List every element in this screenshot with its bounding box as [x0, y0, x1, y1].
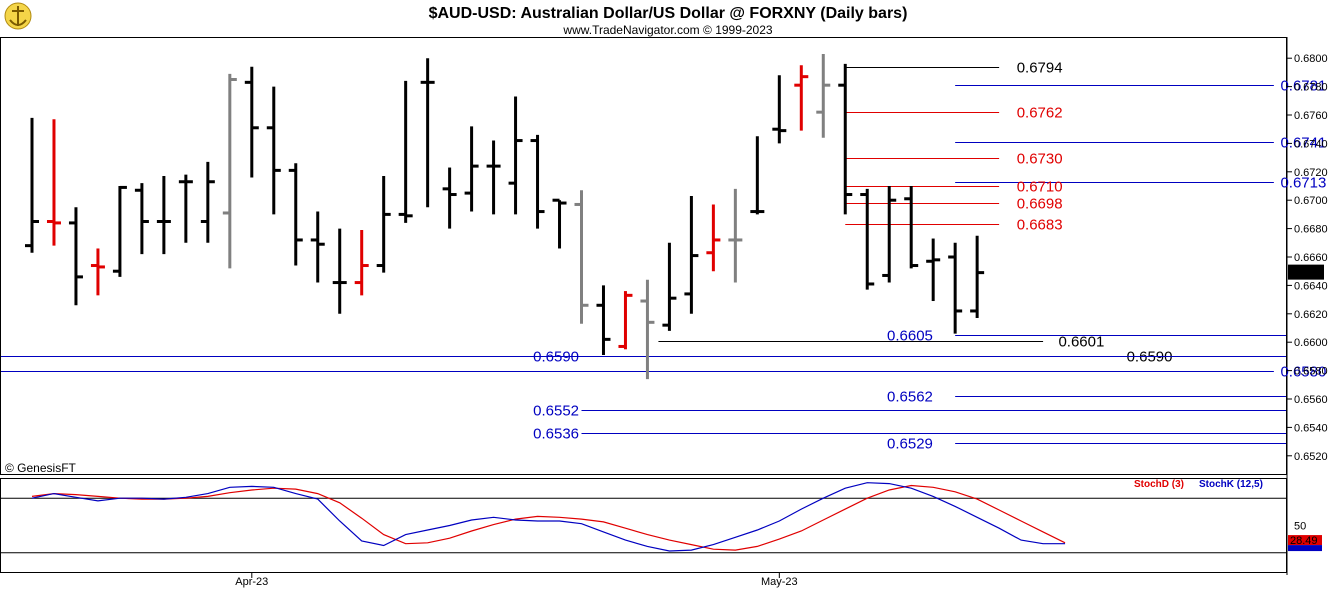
price-axis: 0.6800 0.6780 0.6760 0.6740 0.6720 0.6700 0.66…: [1287, 53, 1328, 463]
level-label: 0.6580: [1280, 364, 1326, 381]
level-label: 0.6698: [1017, 196, 1063, 213]
anchor-ship-icon: [4, 2, 32, 30]
price-tick-label: 0.6680: [1294, 224, 1328, 236]
stochastic-lines: 50 StochD (3) StochK (12,5) 28.49: [1, 479, 1322, 554]
price-tick-label: 0.6660: [1294, 252, 1328, 264]
price-tick-label: 0.6740: [1294, 138, 1328, 150]
level-label: 0.6552: [533, 403, 579, 420]
level-label: 0.6762: [1017, 105, 1063, 122]
level-label: 0.6536: [533, 426, 579, 443]
osc-last-badge-k: [1288, 545, 1322, 552]
price-tick-label: 0.6560: [1294, 394, 1328, 406]
osc-tick-label: 50: [1294, 521, 1306, 533]
copyright-label: © GenesisFT: [5, 461, 77, 475]
stoch-series-line: [31, 484, 1066, 551]
level-label: 0.6683: [1017, 217, 1063, 234]
chart-title: $AUD-USD: Australian Dollar/US Dollar @ …: [429, 5, 908, 22]
last-price-label: 0.6649: [1290, 268, 1324, 280]
level-label: 0.6529: [887, 436, 933, 453]
level-lines: 0.67940.67810.67620.67410.67300.67130.67…: [1, 60, 1326, 453]
level-label: 0.6781: [1280, 78, 1326, 95]
level-label: 0.6741: [1280, 135, 1326, 152]
price-tick-label: 0.6640: [1294, 280, 1328, 292]
time-tick-label: Apr-23: [235, 576, 268, 588]
price-tick-label: 0.6600: [1294, 337, 1328, 349]
level-label: 0.6713: [1280, 175, 1326, 192]
price-tick-label: 0.6760: [1294, 110, 1328, 122]
price-tick-label: 0.6800: [1294, 53, 1328, 65]
price-tick-label: 0.6540: [1294, 422, 1328, 434]
level-label: 0.6562: [887, 389, 933, 406]
chart-subtitle: www.TradeNavigator.com © 1999-2023: [562, 23, 772, 37]
level-label: 0.6794: [1017, 60, 1063, 77]
level-label: 0.6710: [1017, 179, 1063, 196]
price-tick-label: 0.6700: [1294, 195, 1328, 207]
price-tick-label: 0.6620: [1294, 309, 1328, 321]
time-tick-label: May-23: [761, 576, 798, 588]
price-tick-label: 0.6520: [1294, 451, 1328, 463]
level-label: 0.6601: [1058, 334, 1104, 351]
last-price-badge: [1288, 264, 1324, 280]
stoch-series-line: [31, 482, 1066, 552]
price-bars: [25, 53, 985, 380]
legend-stochk: StochK (12,5): [1199, 479, 1263, 490]
price-tick-label: 0.6780: [1294, 82, 1328, 94]
osc-last-badge: [1288, 535, 1322, 546]
price-pane: [0, 37, 1287, 475]
price-tick-label: 0.6720: [1294, 167, 1328, 179]
level-label: 0.6590: [533, 349, 579, 366]
osc-last-label: 28.49: [1290, 535, 1318, 547]
level-label: 0.6730: [1017, 151, 1063, 168]
legend-stochd: StochD (3): [1134, 479, 1184, 490]
price-tick-label: 0.6580: [1294, 366, 1328, 378]
oscillator-pane: [0, 478, 1287, 573]
level-label: 0.6605: [887, 328, 933, 345]
